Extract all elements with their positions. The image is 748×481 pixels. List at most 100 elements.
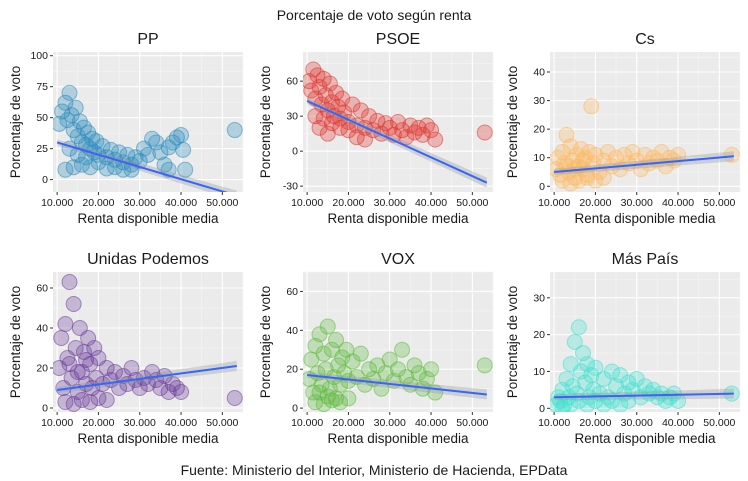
- data-point: [53, 115, 68, 132]
- x-tick-label: 20.000: [579, 417, 611, 429]
- data-point: [653, 385, 670, 402]
- data-point: [328, 84, 345, 101]
- data-point: [67, 99, 84, 116]
- panel-3: 10.000 20.000 30.000 40.000 50.000 0 20 40 60 Uni…: [8, 251, 244, 446]
- data-point: [352, 345, 369, 362]
- panel-5: 10.000 20.000 30.000 40.000 50.000 0 10 20 30 Más…: [505, 251, 741, 446]
- data-point: [152, 144, 169, 161]
- trend-line: [307, 374, 487, 396]
- y-tick-label: 10: [533, 152, 545, 164]
- panel-title: PSOE: [376, 31, 420, 48]
- data-point: [620, 392, 637, 409]
- y-axis-label: Porcentaje de voto: [258, 286, 273, 399]
- y-tick-label: 60: [36, 283, 48, 295]
- x-tick-label: 40.000: [165, 417, 197, 429]
- y-tick-label: 60: [286, 76, 298, 88]
- data-point: [620, 374, 637, 391]
- x-tick-label: 40.000: [662, 417, 694, 429]
- x-tick-label: 30.000: [374, 417, 406, 429]
- data-point: [303, 82, 320, 99]
- y-tick-label: 0: [292, 146, 298, 158]
- data-point: [583, 98, 600, 115]
- x-tick-label: 50.000: [456, 417, 488, 429]
- trend-line: [56, 365, 237, 391]
- x-axis-label: Renta disponible media: [574, 431, 716, 446]
- data-point: [323, 115, 340, 132]
- y-tick-label: 0: [539, 403, 545, 415]
- data-point: [148, 134, 165, 151]
- x-tick-label: 20.000: [82, 197, 114, 209]
- x-tick-label: 40.000: [415, 417, 447, 429]
- x-tick-label: 10.000: [41, 197, 73, 209]
- y-tick-label: 0: [292, 403, 298, 415]
- data-point: [334, 349, 351, 366]
- y-tick-label: 20: [286, 364, 298, 376]
- data-point: [98, 360, 115, 376]
- y-tick-label: 20: [36, 363, 48, 375]
- data-point: [152, 380, 169, 396]
- x-tick-label: 50.000: [456, 197, 488, 209]
- data-point: [63, 370, 80, 386]
- x-tick-label: 50.000: [703, 197, 735, 209]
- trend-line: [554, 155, 734, 173]
- data-point: [587, 172, 604, 189]
- data-point: [587, 359, 604, 376]
- points-group: [303, 61, 493, 188]
- data-point: [356, 131, 373, 148]
- x-tick-label: 10.000: [291, 417, 323, 429]
- y-tick-label: 20: [533, 329, 545, 341]
- x-tick-label: 50.000: [206, 197, 238, 209]
- data-point: [595, 169, 612, 186]
- data-point: [328, 390, 345, 407]
- data-point: [723, 146, 740, 163]
- data-point: [315, 110, 332, 127]
- y-tick-label: -30: [283, 181, 298, 193]
- data-point: [67, 340, 84, 356]
- x-tick-label: 40.000: [415, 197, 447, 209]
- data-point: [352, 102, 369, 119]
- data-point: [69, 364, 86, 380]
- x-tick-label: 50.000: [206, 417, 238, 429]
- data-point: [570, 319, 587, 336]
- panel-4: 10.000 20.000 30.000 40.000 50.000 0 20 40 60 VOX…: [258, 251, 494, 446]
- y-tick-label: 30: [533, 292, 545, 304]
- data-point: [624, 144, 641, 160]
- data-point: [65, 296, 82, 312]
- data-point: [131, 153, 148, 170]
- data-point: [82, 394, 99, 410]
- x-axis-label: Renta disponible media: [77, 211, 219, 226]
- x-axis-label: Renta disponible media: [77, 431, 219, 446]
- data-point: [575, 152, 592, 169]
- panel-1: 10.000 20.000 30.000 40.000 50.000 -30 0 30 60 PS…: [258, 31, 494, 226]
- data-point: [73, 364, 90, 380]
- trend-confidence-band: [57, 139, 237, 192]
- panel-title: Más País: [612, 251, 679, 268]
- figure-caption: Fuente: Ministerio del Interior, Ministe…: [181, 462, 568, 478]
- y-tick-label: 50: [36, 112, 48, 124]
- x-tick-label: 50.000: [703, 417, 735, 429]
- data-point: [645, 381, 662, 398]
- points-group: [550, 98, 740, 192]
- data-point: [98, 160, 115, 177]
- y-tick-label: 25: [36, 143, 48, 155]
- y-tick-label: 0: [42, 403, 48, 415]
- data-point: [637, 378, 653, 395]
- data-point: [340, 390, 357, 407]
- data-point: [334, 90, 351, 107]
- data-point: [321, 75, 338, 92]
- points-group: [53, 84, 243, 192]
- data-point: [86, 340, 103, 356]
- data-point: [418, 370, 435, 387]
- data-point: [390, 114, 406, 130]
- y-axis-label: Porcentaje de voto: [8, 286, 23, 399]
- y-tick-label: 0: [539, 181, 545, 193]
- data-point: [423, 361, 440, 378]
- data-point: [226, 390, 243, 406]
- data-point: [564, 378, 581, 395]
- data-point: [414, 126, 431, 143]
- panel-title: Cs: [635, 31, 655, 48]
- data-point: [579, 169, 596, 186]
- data-point: [78, 352, 95, 368]
- trend-line: [554, 392, 734, 399]
- x-tick-label: 10.000: [538, 197, 570, 209]
